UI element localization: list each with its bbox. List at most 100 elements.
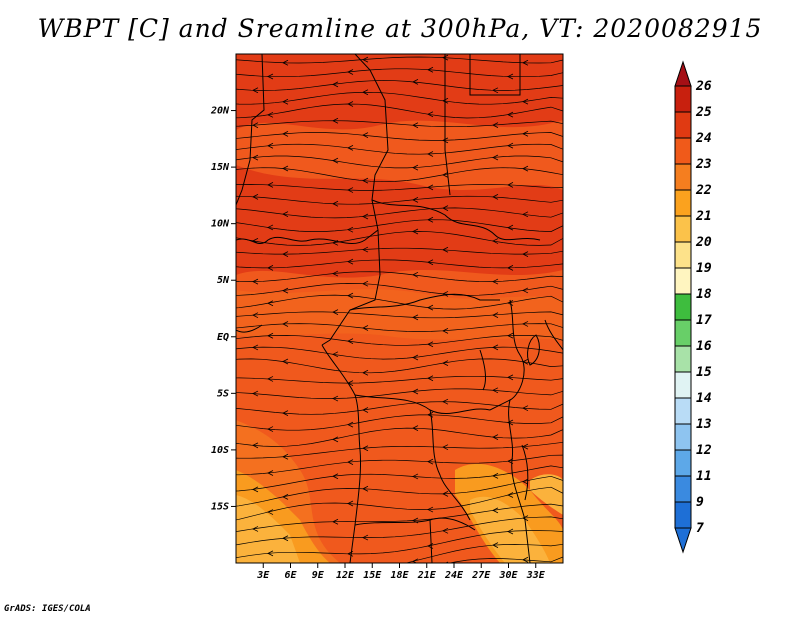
- lon-tick-label: 21E: [417, 570, 437, 581]
- streamline-arrow: [507, 419, 514, 426]
- streamline-arrow: [492, 344, 499, 351]
- lat-tick-label: 20N: [210, 106, 230, 117]
- lat-tick-label: 10N: [211, 219, 230, 230]
- field-hot-band: [236, 165, 563, 278]
- streamline-arrow: [267, 470, 274, 476]
- streamline-arrow: [427, 184, 434, 191]
- colorbar-label: 11: [696, 469, 712, 484]
- streamline-arrow: [442, 360, 449, 366]
- colorbar-segment: [674, 345, 692, 373]
- streamline-arrow: [252, 154, 259, 161]
- streamline-arrow: [427, 304, 434, 311]
- lat-tick-label: 15N: [211, 162, 230, 173]
- lon-tick-label: 6E: [284, 570, 297, 581]
- streamline-arrow: [362, 132, 369, 139]
- streamline: [236, 335, 563, 346]
- colorbar-label: 17: [696, 313, 712, 328]
- streamline: [236, 120, 563, 128]
- lon-tick-label: 15E: [363, 570, 382, 581]
- streamline-arrow: [442, 172, 449, 178]
- streamline-arrow: [507, 73, 514, 80]
- lake-tanganyika: [479, 349, 487, 391]
- streamline-arrow: [267, 426, 274, 432]
- border-line: [236, 236, 311, 245]
- streamline-arrow: [282, 494, 289, 500]
- streamline-arrow: [522, 98, 529, 105]
- colorbar-label: 19: [696, 261, 712, 276]
- streamlines: [236, 54, 563, 587]
- streamline-arrow: [347, 500, 354, 507]
- streamline: [236, 375, 563, 384]
- streamline-arrow: [283, 582, 288, 587]
- field-light-sw: [236, 495, 300, 563]
- streamline-arrow: [442, 205, 449, 211]
- streamline-arrow: [522, 59, 529, 66]
- streamline-arrow: [442, 54, 449, 61]
- streamline-arrow: [362, 213, 369, 220]
- lon-tick-label: 33E: [526, 570, 546, 581]
- streamline: [236, 503, 563, 532]
- colorbar-label: 16: [696, 339, 712, 354]
- streamline-arrow: [492, 238, 499, 244]
- streamline: [236, 155, 563, 169]
- streamline-arrow: [442, 246, 449, 253]
- map-title: WBPT [C] and Sreamline at 300hPa, VT: 20…: [37, 14, 763, 43]
- streamline-arrow: [427, 506, 434, 513]
- country-borders: [236, 54, 563, 563]
- streamline-arrow: [252, 526, 259, 532]
- streamline-arrow: [427, 341, 434, 348]
- streamline-arrow: [427, 458, 434, 465]
- streamline-arrow: [347, 338, 354, 344]
- border-line: [429, 409, 471, 521]
- streamline-arrow: [267, 300, 274, 307]
- streamline-arrow: [507, 492, 514, 498]
- streamline-arrow: [332, 436, 339, 443]
- streamline-arrow: [267, 376, 274, 382]
- streamline-arrow: [347, 459, 354, 466]
- streamline-arrow: [332, 157, 339, 164]
- streamline-arrow: [507, 265, 514, 271]
- streamline-arrow: [507, 111, 514, 118]
- lon-tick-label: 12E: [336, 570, 355, 581]
- streamline-arrow: [267, 73, 274, 80]
- streamline-arrow: [332, 473, 339, 480]
- streamline: [236, 414, 563, 431]
- colorbar-segment: [674, 215, 692, 243]
- colorbar-segment: [674, 501, 692, 529]
- streamline-arrow: [412, 388, 419, 395]
- lat-tick-label: 5S: [217, 388, 229, 399]
- streamline-arrow: [522, 287, 529, 294]
- streamline-arrow: [412, 473, 419, 480]
- streamline-arrow: [492, 194, 499, 200]
- streamline-arrow: [492, 507, 499, 514]
- streamline-arrow: [282, 287, 289, 294]
- colorbar-segment: [674, 137, 692, 165]
- colorbar-segment: [674, 163, 692, 191]
- streamline-arrow: [522, 321, 529, 327]
- streamline: [236, 219, 563, 232]
- streamline: [236, 346, 563, 360]
- streamline-arrow: [267, 224, 274, 231]
- streamline-arrow: [347, 144, 354, 151]
- streamline-arrow: [412, 354, 419, 361]
- streamline-arrow: [267, 550, 274, 557]
- streamline-arrow: [282, 410, 289, 416]
- border-line: [321, 344, 362, 563]
- streamline-arrow: [347, 258, 354, 265]
- streamline-arrow: [282, 535, 289, 542]
- streamline-arrow: [267, 332, 274, 339]
- streamline-arrow: [347, 187, 354, 193]
- border-line: [371, 199, 541, 241]
- streamline-arrow: [492, 473, 499, 479]
- colorbar-label: 21: [695, 209, 712, 224]
- streamline: [236, 80, 563, 91]
- streamline: [236, 486, 563, 521]
- streamline-arrow: [362, 246, 369, 253]
- streamline-arrow: [282, 251, 289, 258]
- colorbar-segment: [674, 241, 692, 269]
- longitude-axis: 3E 6E 9E 12E 15E 18E 21E 24E 27E 30E 33E: [256, 563, 546, 581]
- streamline-arrow: [362, 89, 369, 96]
- lon-tick-label: 24E: [444, 570, 464, 581]
- streamline-arrow: [267, 265, 274, 271]
- colorbar-label: 18: [696, 287, 712, 302]
